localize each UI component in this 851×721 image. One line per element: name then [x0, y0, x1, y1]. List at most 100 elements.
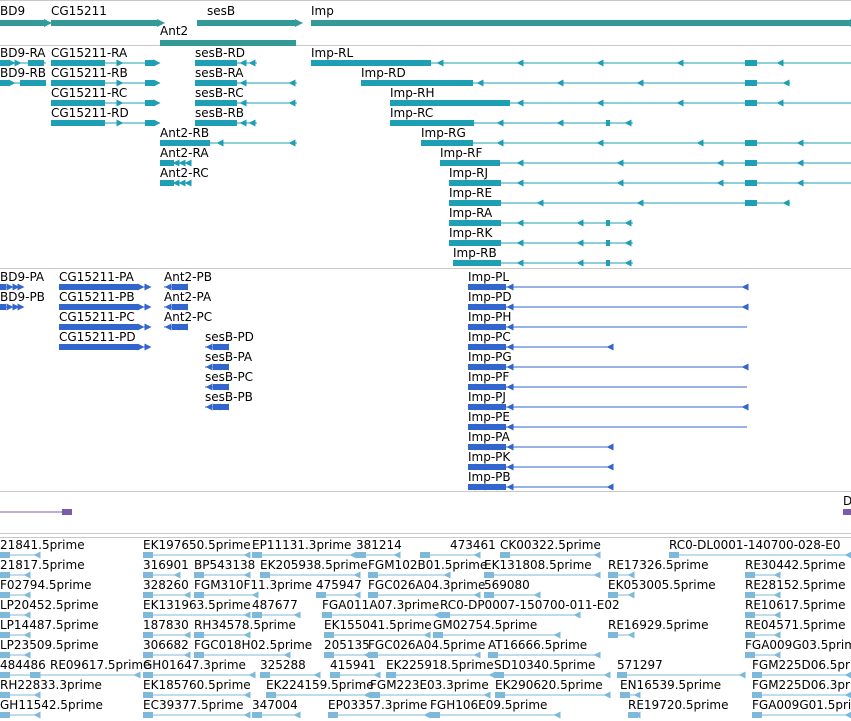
transcript-label[interactable]: sesB-RC	[195, 86, 244, 100]
exon-block[interactable]	[59, 324, 139, 330]
est-label[interactable]: EK053005.5prime	[608, 578, 716, 592]
est-label[interactable]: 475947	[316, 578, 362, 592]
protein-label[interactable]: Imp-PC	[468, 330, 511, 344]
exon-block[interactable]	[145, 120, 155, 126]
est-label[interactable]: RH34578.5prime	[194, 618, 296, 632]
exon-block[interactable]	[433, 632, 443, 638]
exon-block[interactable]	[449, 200, 501, 206]
transcript-label[interactable]: sesB-RA	[195, 66, 244, 80]
exon-block[interactable]	[0, 60, 10, 66]
exon-block[interactable]	[252, 612, 262, 618]
protein-label[interactable]: Imp-PK	[468, 450, 511, 464]
est-label[interactable]: 316901	[143, 558, 189, 572]
exon-block[interactable]	[330, 672, 340, 678]
exon-block[interactable]	[160, 140, 210, 146]
est-label[interactable]: EK185760.5prime	[143, 678, 251, 692]
exon-block[interactable]	[390, 120, 474, 126]
est-label[interactable]: RC0-DL0001-140700-028-E0	[669, 538, 841, 552]
exon-block[interactable]	[453, 260, 501, 266]
exon-block[interactable]	[194, 572, 204, 578]
exon-block[interactable]	[328, 712, 338, 718]
exon-block[interactable]	[316, 592, 326, 598]
est-label[interactable]: FGM225D06.3prime	[752, 678, 851, 692]
transcript-label[interactable]: Imp-RG	[421, 126, 466, 140]
exon-block[interactable]	[669, 552, 679, 558]
exon-block[interactable]	[194, 652, 204, 658]
exon-block[interactable]	[143, 672, 153, 678]
est-label[interactable]: 487677	[252, 598, 298, 612]
transcript-label[interactable]: CG15211-RB	[51, 66, 128, 80]
protein-label[interactable]: Imp-PH	[468, 310, 512, 324]
exon-block[interactable]	[172, 304, 188, 310]
est-label[interactable]: EK131808.5prime	[484, 558, 592, 572]
exon-block[interactable]	[430, 712, 440, 718]
exon-block[interactable]	[606, 260, 610, 266]
exon-block[interactable]	[468, 444, 506, 450]
exon-block[interactable]	[59, 284, 139, 290]
est-label[interactable]: 328260	[143, 578, 189, 592]
est-label[interactable]: 306682	[143, 638, 189, 652]
est-label[interactable]: FGC026A04.3prime	[368, 578, 486, 592]
exon-block[interactable]	[752, 692, 762, 698]
est-label[interactable]: 187830	[143, 618, 189, 632]
exon-block[interactable]	[745, 592, 755, 598]
est-label[interactable]: 325288	[260, 658, 306, 672]
est-label[interactable]: RE19720.5prime	[628, 698, 729, 712]
exon-block[interactable]	[252, 712, 262, 718]
est-label[interactable]: RE10617.5prime	[745, 598, 846, 612]
exon-block[interactable]	[20, 80, 46, 86]
est-label[interactable]: RE30442.5prime	[745, 558, 846, 572]
est-label[interactable]: RE28152.5prime	[745, 578, 846, 592]
est-label[interactable]: 205135	[324, 638, 370, 652]
exon-block[interactable]	[194, 592, 204, 598]
transcript-label[interactable]: Imp-RC	[390, 106, 434, 120]
exon-block[interactable]	[0, 552, 10, 558]
exon-block[interactable]	[449, 180, 501, 186]
exon-block[interactable]	[195, 60, 237, 66]
exon-block[interactable]	[390, 100, 510, 106]
exon-block[interactable]	[495, 692, 505, 698]
est-label[interactable]: FGA011A07.3prime	[322, 598, 440, 612]
est-label[interactable]: RC0-DP0007-150700-011-E02	[440, 598, 620, 612]
protein-label[interactable]: Imp-PJ	[468, 390, 506, 404]
est-label[interactable]: EK205938.5prime	[260, 558, 368, 572]
gene-bar[interactable]	[311, 20, 851, 26]
transcript-label[interactable]: Imp-RD	[361, 66, 406, 80]
transcript-label[interactable]: BD9-RB	[0, 66, 47, 80]
est-label[interactable]: FGA009G03.5prime	[745, 638, 851, 652]
exon-block[interactable]	[370, 692, 380, 698]
protein-label[interactable]: CG15211-PA	[59, 270, 134, 284]
exon-block[interactable]	[0, 632, 10, 638]
protein-label[interactable]: BD9-PB	[0, 290, 45, 304]
exon-block[interactable]	[745, 632, 755, 638]
exon-block[interactable]	[468, 464, 506, 470]
exon-block[interactable]	[195, 100, 237, 106]
transcript-label[interactable]: Ant2-RA	[160, 146, 209, 160]
exon-block[interactable]	[62, 509, 72, 515]
protein-label[interactable]: sesB-PA	[205, 350, 253, 364]
gene-bar[interactable]	[160, 40, 296, 46]
gene-label[interactable]: Ant2	[160, 24, 189, 38]
transcript-label[interactable]: BD9-RA	[0, 46, 46, 60]
transcript-label[interactable]: Imp-RA	[449, 206, 493, 220]
exon-block[interactable]	[51, 60, 105, 66]
est-label[interactable]: CK00322.5prime	[500, 538, 601, 552]
exon-block[interactable]	[0, 672, 10, 678]
protein-label[interactable]: Imp-PE	[468, 410, 510, 424]
exon-block[interactable]	[260, 572, 270, 578]
protein-label[interactable]: Imp-PD	[468, 290, 512, 304]
exon-block[interactable]	[59, 304, 139, 310]
exon-block[interactable]	[51, 80, 105, 86]
exon-block[interactable]	[608, 572, 618, 578]
est-label[interactable]: FGA009G01.5prime	[752, 698, 851, 712]
exon-block[interactable]	[440, 160, 500, 166]
transcript-label[interactable]: Imp-RF	[440, 146, 483, 160]
exon-block[interactable]	[368, 572, 378, 578]
exon-block[interactable]	[143, 632, 153, 638]
exon-block[interactable]	[421, 140, 473, 146]
exon-block[interactable]	[608, 592, 618, 598]
exon-block[interactable]	[311, 60, 431, 66]
exon-block[interactable]	[745, 200, 757, 206]
exon-block[interactable]	[468, 364, 506, 370]
est-label[interactable]: EK224159.5prime	[266, 678, 374, 692]
